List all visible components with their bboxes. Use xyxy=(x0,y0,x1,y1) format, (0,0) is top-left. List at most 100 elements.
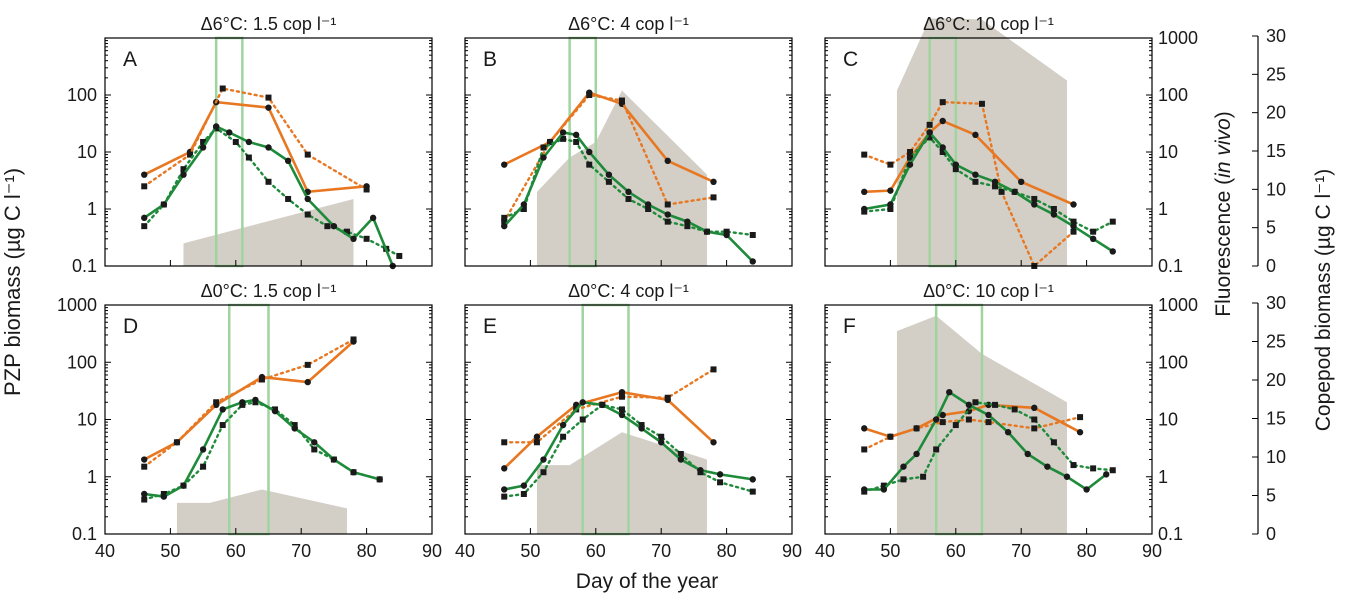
copepod-tick-label: 30 xyxy=(1266,293,1286,313)
data-point xyxy=(605,178,612,185)
data-point xyxy=(173,439,180,446)
data-point xyxy=(913,425,920,432)
data-point xyxy=(343,228,350,235)
data-point xyxy=(501,218,508,225)
data-point xyxy=(141,171,148,178)
panel-title: Δ6°C: 4 cop l⁻¹ xyxy=(568,14,689,34)
data-point xyxy=(396,252,403,259)
fluorescence-tick-label: 1 xyxy=(1158,199,1168,219)
data-point xyxy=(160,201,168,208)
x-axis-label: Day of the year xyxy=(576,570,718,593)
series-line-green-solid xyxy=(863,130,1114,253)
y-axis-label-copepod: Copepod biomass (µg C l⁻¹) xyxy=(1312,169,1335,431)
data-point xyxy=(540,154,547,161)
data-point xyxy=(200,463,207,470)
data-point xyxy=(723,228,730,235)
panel-letter: D xyxy=(123,315,138,338)
data-point xyxy=(540,144,547,151)
copepod-tick-label: 20 xyxy=(1266,370,1286,390)
data-point xyxy=(952,161,959,168)
data-point xyxy=(350,336,357,343)
data-point xyxy=(547,138,554,145)
data-point xyxy=(579,416,586,423)
y-tick-label: 100 xyxy=(67,352,97,372)
series-line-green-solid xyxy=(144,398,381,498)
fluorescence-area xyxy=(183,198,354,266)
series-line-orange-solid xyxy=(864,119,1075,206)
y-tick-label: 100 xyxy=(67,85,97,105)
series-line-green-dotted xyxy=(863,401,1114,493)
data-point xyxy=(501,465,508,472)
data-point xyxy=(219,85,226,92)
data-point xyxy=(160,493,168,500)
panel-c: 0.1 1 10 100 1000 0 5 10 15 20 25 30 C Δ6°C: 10 cop l… xyxy=(824,14,1286,276)
fluorescence-tick-label: 1 xyxy=(1158,467,1168,487)
x-tick-label: 90 xyxy=(782,541,802,561)
data-point xyxy=(187,151,194,158)
copepod-tick-label: 15 xyxy=(1266,409,1286,429)
fluorescence-tick-label: 0.1 xyxy=(1158,524,1183,544)
data-point xyxy=(677,450,684,457)
data-point xyxy=(369,214,377,222)
data-point xyxy=(861,425,868,432)
data-point xyxy=(952,422,959,429)
data-point xyxy=(749,476,756,483)
data-point xyxy=(710,178,717,186)
x-tick-label: 50 xyxy=(160,541,180,561)
data-point xyxy=(1050,206,1057,212)
data-point xyxy=(1077,414,1084,421)
panel-title: Δ0°C: 10 cop l⁻¹ xyxy=(923,281,1054,301)
series-line-orange-dotted xyxy=(143,338,355,468)
data-point xyxy=(1070,462,1077,469)
panel-a: 0.1 1 10 100 A Δ6°C: 1.5 cop l⁻¹ xyxy=(67,14,433,276)
copepod-tick-label: 20 xyxy=(1266,103,1286,123)
data-point xyxy=(887,187,894,194)
fluorescence-tick-label: 1000 xyxy=(1158,28,1198,48)
x-tick-label: 70 xyxy=(1011,541,1031,561)
copepod-tick-label: 5 xyxy=(1266,486,1276,506)
data-point xyxy=(749,258,756,265)
data-point xyxy=(219,406,226,413)
y-tick-label: 10 xyxy=(77,142,97,162)
data-point xyxy=(572,131,580,139)
x-tick-label: 60 xyxy=(226,541,246,561)
data-point xyxy=(1044,463,1051,470)
y-axis-label-fluorescence: Fluorescence (in vivo) xyxy=(1212,111,1235,316)
panel-f: 40 50 60 70 80 900.1 1 10 100 1000 0 5 10 15 20 25 30 F Δ0… xyxy=(815,281,1286,561)
series-line-green-dotted xyxy=(863,135,1114,234)
data-point xyxy=(1109,218,1116,225)
data-point xyxy=(664,201,671,208)
data-point xyxy=(350,469,357,476)
data-point xyxy=(232,138,239,145)
panel-d: 40 50 60 70 80 90 0.1 1 10 100 1000 D Δ0°C: 1.5 cop … xyxy=(57,281,442,561)
data-point xyxy=(900,476,907,483)
data-point xyxy=(703,228,711,235)
data-point xyxy=(219,422,226,429)
panel-title: Δ6°C: 10 cop l⁻¹ xyxy=(923,14,1054,34)
data-point xyxy=(985,419,992,426)
series-line-green-solid xyxy=(143,124,395,267)
data-point xyxy=(998,188,1005,195)
data-point xyxy=(501,439,508,446)
data-point xyxy=(880,482,887,489)
y-tick-label: 10 xyxy=(77,410,97,430)
data-point xyxy=(972,171,979,178)
x-tick-label: 80 xyxy=(1077,541,1097,561)
data-point xyxy=(291,425,298,432)
data-point xyxy=(972,399,979,406)
series-line-orange-solid xyxy=(863,403,1081,439)
data-point xyxy=(1070,222,1077,230)
data-point xyxy=(625,195,632,202)
data-point xyxy=(644,201,652,208)
data-point xyxy=(141,463,148,470)
data-point xyxy=(304,195,311,203)
panel-letter: F xyxy=(843,315,856,338)
copepod-tick-label: 10 xyxy=(1266,179,1286,199)
data-point xyxy=(861,188,868,196)
x-tick-label: 50 xyxy=(880,541,900,561)
data-point xyxy=(540,456,547,463)
data-point xyxy=(363,186,370,193)
data-point xyxy=(501,222,508,230)
data-point xyxy=(861,446,868,453)
